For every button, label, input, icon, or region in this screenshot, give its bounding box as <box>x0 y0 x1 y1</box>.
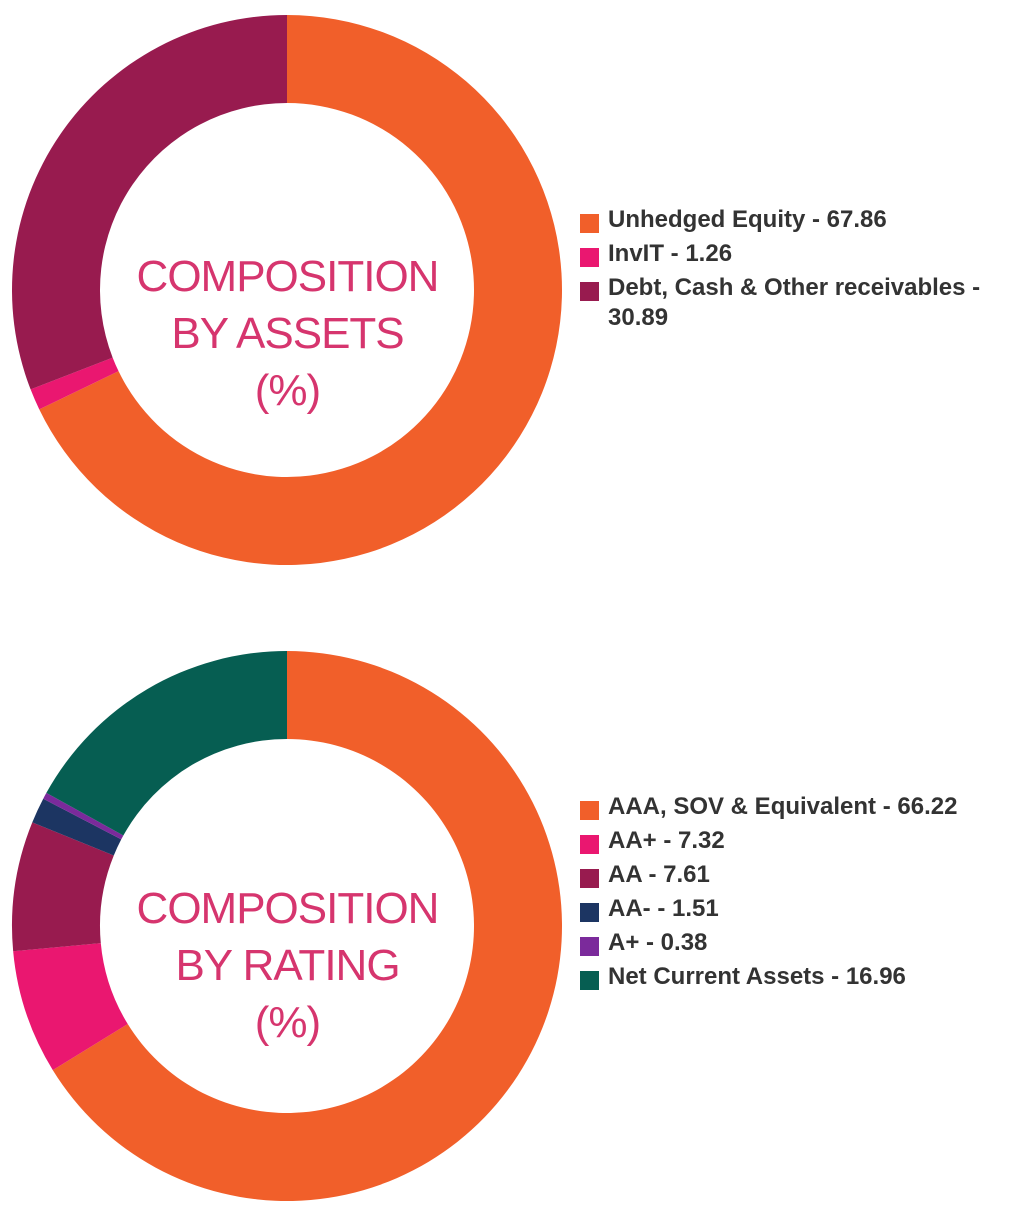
legend-label: Unhedged Equity - 67.86 <box>608 206 887 233</box>
assets-slice-1 <box>39 15 563 566</box>
assets-legend-item-3: Debt, Cash & Other receivables - 30.89 <box>580 273 1000 333</box>
assets-title-line-3: (%) <box>254 366 321 415</box>
legend-swatch <box>580 903 599 922</box>
rating-slice-1 <box>52 651 563 1201</box>
legend-swatch <box>580 937 599 956</box>
legend-label: Debt, Cash & Other receivables - 30.89 <box>608 274 981 331</box>
assets-legend: Unhedged Equity - 67.86 InvIT - 1.26 Debt,… <box>580 205 1000 337</box>
legend-label: AAA, SOV & Equivalent - 66.22 <box>608 793 958 820</box>
legend-label: A+ - 0.38 <box>608 929 708 956</box>
rating-title-line-2: BY RATING <box>175 941 400 990</box>
assets-legend-item-1: Unhedged Equity - 67.86 <box>580 205 1000 235</box>
rating-slice-3 <box>12 822 114 952</box>
rating-donut-chart <box>12 651 563 1201</box>
assets-legend-item-2: InvIT - 1.26 <box>580 239 1000 269</box>
legend-swatch <box>580 835 599 854</box>
legend-label: AA- - 1.51 <box>608 895 719 922</box>
rating-chart-title: COMPOSITION BY RATING (%) <box>100 880 475 1051</box>
legend-swatch <box>580 282 599 301</box>
assets-slice-3 <box>11 15 287 390</box>
rating-title-line-1: COMPOSITION <box>136 884 440 933</box>
legend-label: AA - 7.61 <box>608 861 710 888</box>
legend-swatch <box>580 869 599 888</box>
rating-slice-5 <box>43 792 124 840</box>
rating-chart-block: COMPOSITION BY RATING (%) AAA, SOV & Equ… <box>0 630 1013 1224</box>
legend-label: AA+ - 7.32 <box>608 827 725 854</box>
assets-chart-title: COMPOSITION BY ASSETS (%) <box>100 248 475 419</box>
rating-legend-item-1: AAA, SOV & Equivalent - 66.22 <box>580 792 1000 822</box>
assets-title-line-2: BY ASSETS <box>171 309 404 358</box>
assets-donut-chart <box>11 15 563 566</box>
legend-swatch <box>580 971 599 990</box>
legend-label: InvIT - 1.26 <box>608 240 733 267</box>
legend-swatch <box>580 248 599 267</box>
legend-label: Net Current Assets - 16.96 <box>608 963 906 990</box>
rating-slice-6 <box>46 651 287 836</box>
assets-chart-block: COMPOSITION BY ASSETS (%) Unhedged Equit… <box>0 0 1013 600</box>
rating-legend-item-3: AA - 7.61 <box>580 860 1000 890</box>
rating-legend: AAA, SOV & Equivalent - 66.22 AA+ - 7.32 A… <box>580 792 1000 996</box>
legend-swatch <box>580 214 599 233</box>
rating-legend-item-4: AA- - 1.51 <box>580 894 1000 924</box>
assets-slice-2 <box>30 357 119 410</box>
rating-slice-4 <box>32 798 122 856</box>
rating-legend-item-2: AA+ - 7.32 <box>580 826 1000 856</box>
rating-slice-2 <box>13 943 128 1071</box>
rating-legend-item-5: A+ - 0.38 <box>580 928 1000 958</box>
legend-swatch <box>580 801 599 820</box>
rating-title-line-3: (%) <box>254 998 321 1047</box>
rating-legend-item-6: Net Current Assets - 16.96 <box>580 962 1000 992</box>
assets-title-line-1: COMPOSITION <box>136 252 440 301</box>
